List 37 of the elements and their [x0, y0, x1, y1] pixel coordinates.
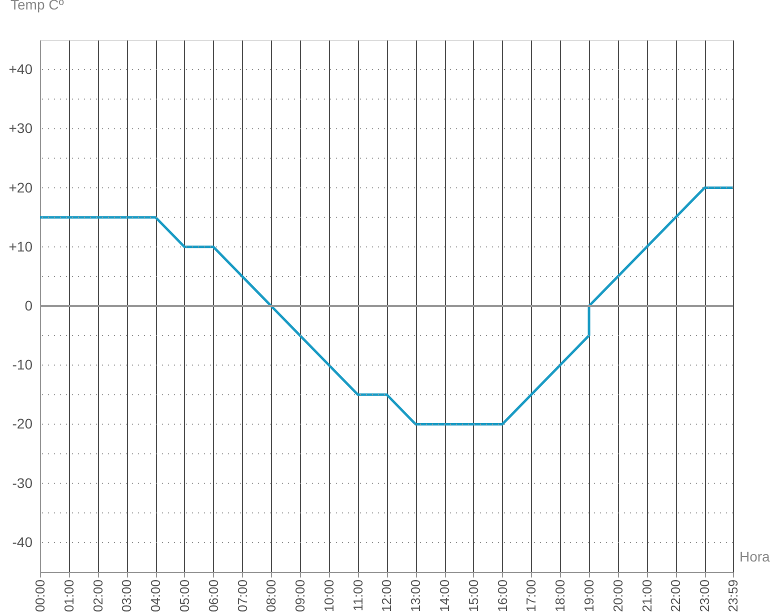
x-tick-label: 17:00 [524, 580, 539, 612]
y-tick-label: -40 [12, 534, 33, 550]
y-tick-label: 0 [24, 298, 33, 314]
x-tick-label: 19:00 [582, 580, 597, 612]
x-tick-label: 10:00 [321, 580, 336, 612]
x-tick-label: 15:00 [466, 580, 481, 612]
y-tick-label: +40 [8, 61, 33, 78]
x-tick-label: 03:00 [119, 580, 134, 612]
x-tick-label: 12:00 [379, 580, 394, 612]
x-tick-label: 09:00 [292, 580, 308, 612]
y-tick-label: +20 [8, 179, 33, 196]
y-tick-label: -10 [12, 356, 33, 373]
x-tick-label: 20:00 [610, 580, 626, 612]
x-tick-label: 05:00 [176, 580, 192, 612]
y-axis-title: Temp Cº [10, 0, 64, 12]
x-tick-label: 14:00 [437, 580, 452, 612]
x-tick-label: 18:00 [552, 580, 568, 612]
x-tick-label: 16:00 [494, 580, 510, 612]
x-tick-label: 13:00 [408, 580, 424, 612]
x-tick-label: 00:00 [32, 580, 48, 612]
y-tick-label: -30 [12, 474, 33, 491]
x-tick-label: 01:00 [61, 580, 76, 612]
x-tick-label: 06:00 [206, 580, 221, 612]
x-tick-label: 07:00 [234, 580, 250, 612]
x-tick-label: 23:00 [697, 580, 712, 612]
x-tick-label: 02:00 [90, 580, 106, 612]
x-axis-title: Hora [740, 548, 770, 564]
x-tick-label: 08:00 [264, 580, 279, 612]
y-tick-label: -20 [12, 416, 33, 432]
y-tick-label: +10 [8, 238, 33, 254]
line-series [38, 186, 734, 426]
x-tick-label: 04:00 [148, 580, 164, 612]
x-tick-label: 23:59 [726, 580, 740, 612]
x-tick-label: 11:00 [350, 580, 366, 612]
x-tick-label: 21:00 [639, 580, 654, 612]
y-tick-label: +30 [8, 120, 33, 136]
x-tick-label: 22:00 [668, 580, 684, 612]
